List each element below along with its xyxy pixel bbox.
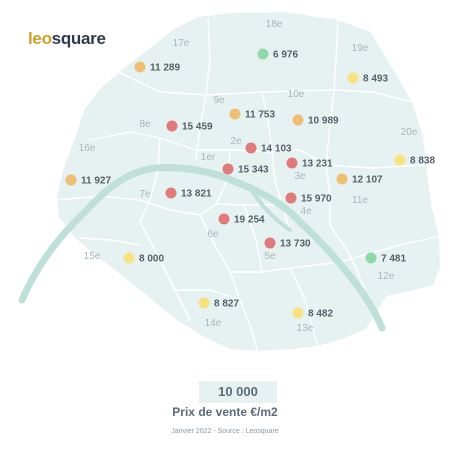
leosquare-logo: leosquare [28,29,106,49]
source-caption: Janvier 2022 - Source : Leosquare [171,428,279,435]
price-label-11e: 12 107 [352,175,383,186]
price-dot-7e [165,187,177,199]
price-marker-5e: 13 730 [264,237,311,250]
price-marker-15e: 8 000 [123,252,164,265]
arrondissement-label-1er: 1er [201,152,216,163]
price-label-19e: 8 493 [363,74,388,85]
price-marker-8e: 15 459 [166,120,213,133]
arrondissement-label-17e: 17e [173,38,190,49]
price-marker-18e: 6 976 [257,48,298,61]
arrondissement-label-18e: 18e [266,19,283,30]
price-label-1er: 15 343 [238,165,269,176]
price-label-14e: 8 827 [214,299,239,310]
price-label-4e: 15 970 [301,194,332,205]
price-dot-16e [65,174,77,186]
legend-value: 10 000 [199,381,277,403]
price-marker-19e: 8 493 [347,72,388,85]
logo-text-leo: leo [28,29,52,48]
arrondissement-label-10e: 10e [288,89,305,100]
price-marker-6e: 19 254 [218,213,265,226]
price-dot-4e [285,192,297,204]
price-dot-10e [292,114,304,126]
price-dot-18e [257,48,269,60]
price-marker-11e: 12 107 [336,173,383,186]
price-dot-11e [336,173,348,185]
arrondissement-label-19e: 19e [352,43,369,54]
price-label-16e: 11 927 [81,176,111,187]
arrondissement-label-15e: 15e [84,251,101,262]
legend-label: Prix de vente €/m2 [172,405,278,419]
price-dot-20e [394,154,406,166]
price-label-12e: 7 481 [381,254,406,265]
price-dot-6e [218,213,230,225]
price-marker-10e: 10 989 [292,114,339,127]
price-dot-8e [166,120,178,132]
arrondissement-label-9e: 9e [213,95,225,106]
price-dot-17e [134,61,146,73]
price-marker-1er: 15 343 [222,163,269,176]
arrondissement-label-2e: 2e [230,136,242,147]
price-dot-9e [229,108,241,120]
arrondissement-label-4e: 4e [300,206,312,217]
price-label-17e: 11 289 [150,63,180,74]
price-label-2e: 14 103 [261,144,292,155]
price-label-6e: 19 254 [234,215,265,226]
arrondissement-label-16e: 16e [79,143,96,154]
price-dot-13e [292,307,304,319]
price-label-5e: 13 730 [280,239,311,250]
price-dot-3e [286,157,298,169]
price-dot-2e [245,142,257,154]
price-marker-20e: 8 838 [394,154,435,167]
price-marker-7e: 13 821 [165,187,212,200]
seine-river [18,164,386,332]
price-marker-13e: 8 482 [292,307,333,320]
price-label-13e: 8 482 [308,309,333,320]
arrondissement-label-6e: 6e [207,229,219,240]
arrondissement-label-20e: 20e [401,127,418,138]
arrondissement-label-8e: 8e [139,119,151,130]
arrondissement-label-13e: 13e [297,323,314,334]
arrondissement-label-11e: 11e [352,195,368,206]
price-label-10e: 10 989 [308,116,339,127]
price-dot-15e [123,252,135,264]
seine-canal [246,183,292,232]
price-marker-3e: 13 231 [286,157,333,170]
price-label-9e: 11 753 [245,110,275,121]
price-dot-1er [222,163,234,175]
arrondissement-label-7e: 7e [139,189,151,200]
price-marker-9e: 11 753 [229,108,275,121]
price-label-18e: 6 976 [273,50,298,61]
arrondissement-label-5e: 5e [264,251,276,262]
price-markers: 6 976 11 289 8 493 11 753 15 459 10 989 14 103… [65,48,435,320]
price-label-3e: 13 231 [302,159,333,170]
price-dot-19e [347,72,359,84]
logo-text-square: square [51,29,106,48]
price-marker-16e: 11 927 [65,174,111,187]
arrondissement-label-14e: 14e [205,318,222,329]
arrondissement-label-3e: 3e [294,171,306,182]
price-dot-5e [264,237,276,249]
arrondissement-label-12e: 12e [378,271,395,282]
price-dot-14e [198,297,210,309]
price-marker-4e: 15 970 [285,192,332,205]
arrondissement-labels: 1er 2e 3e 4e 5e 6e 7e 8e 9e 10e 11e 12e 13e 14e 15e 16e… [79,19,418,334]
price-marker-12e: 7 481 [365,252,406,265]
price-label-8e: 15 459 [182,122,213,133]
price-label-7e: 13 821 [181,189,212,200]
price-dot-12e [365,252,377,264]
price-label-15e: 8 000 [139,254,164,265]
price-marker-2e: 14 103 [245,142,292,155]
price-marker-17e: 11 289 [134,61,180,74]
price-marker-14e: 8 827 [198,297,239,310]
price-label-20e: 8 838 [410,156,435,167]
